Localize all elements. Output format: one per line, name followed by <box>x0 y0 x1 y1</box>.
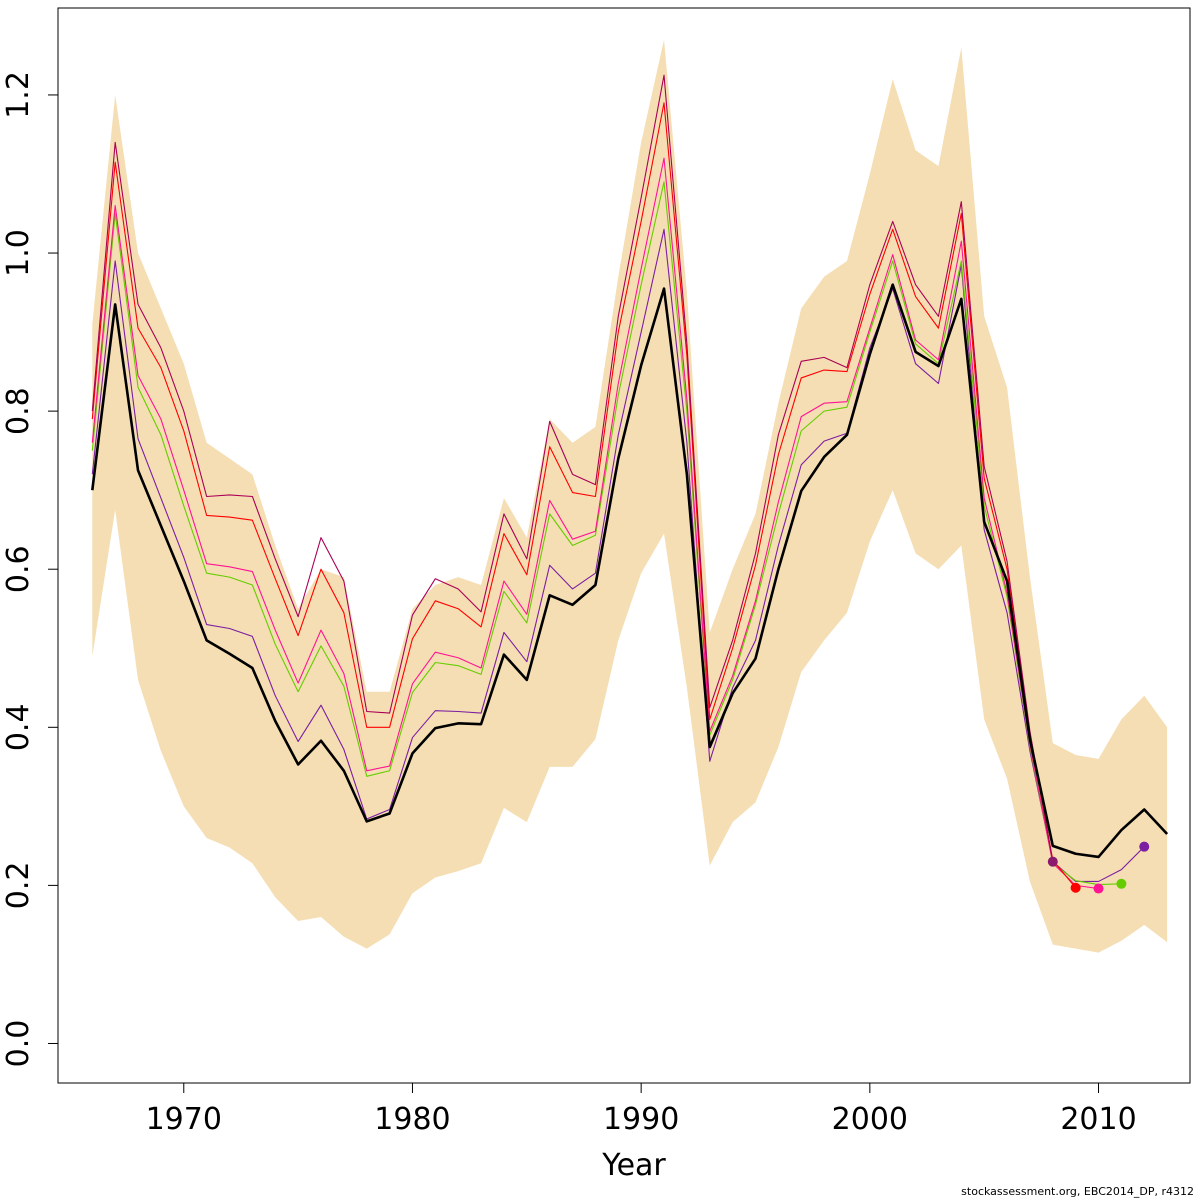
endpoint-layer <box>1047 841 1150 894</box>
y-tick-label: 1.0 <box>1 229 36 277</box>
endpoint-marker-5 <box>1139 841 1150 852</box>
x-tick-label: 1990 <box>603 1102 679 1137</box>
x-tick-label: 1980 <box>374 1102 450 1137</box>
endpoint-marker-1 <box>1047 856 1058 867</box>
series-line-4 <box>91 157 1099 890</box>
endpoint-marker-3 <box>1093 883 1104 894</box>
footer-credit: stockassessment.org, EBC2014_DP, r4312 <box>961 1185 1194 1198</box>
x-tick-label: 2000 <box>832 1102 908 1137</box>
y-tick-label: 0.6 <box>1 545 36 593</box>
plot-frame <box>57 7 1191 1084</box>
x-axis: 1970 1980 1990 2000 2010 <box>146 1083 1137 1137</box>
x-tick-label: 2010 <box>1060 1102 1136 1137</box>
confidence-band-layer <box>92 39 1168 953</box>
y-tick-label: 0.2 <box>1 862 36 910</box>
x-axis-title: Year <box>601 1148 666 1183</box>
series-line-1 <box>91 283 1169 859</box>
series-line-5 <box>91 102 1077 889</box>
confidence-band <box>92 39 1168 953</box>
y-tick-label: 1.2 <box>1 71 36 119</box>
y-tick-label: 0.0 <box>1 1020 36 1068</box>
endpoint-marker-2 <box>1070 882 1081 893</box>
y-tick-label: 0.4 <box>1 703 36 751</box>
y-axis: 0.0 0.2 0.4 0.6 0.8 1.0 1.2 <box>1 71 58 1067</box>
series-line-3 <box>91 181 1122 886</box>
series-line-6 <box>91 74 1054 862</box>
series-line-2 <box>91 228 1145 882</box>
y-tick-label: 0.8 <box>1 387 36 435</box>
series-layer <box>91 74 1169 890</box>
endpoint-marker-4 <box>1116 878 1127 889</box>
x-tick-label: 1970 <box>146 1102 222 1137</box>
